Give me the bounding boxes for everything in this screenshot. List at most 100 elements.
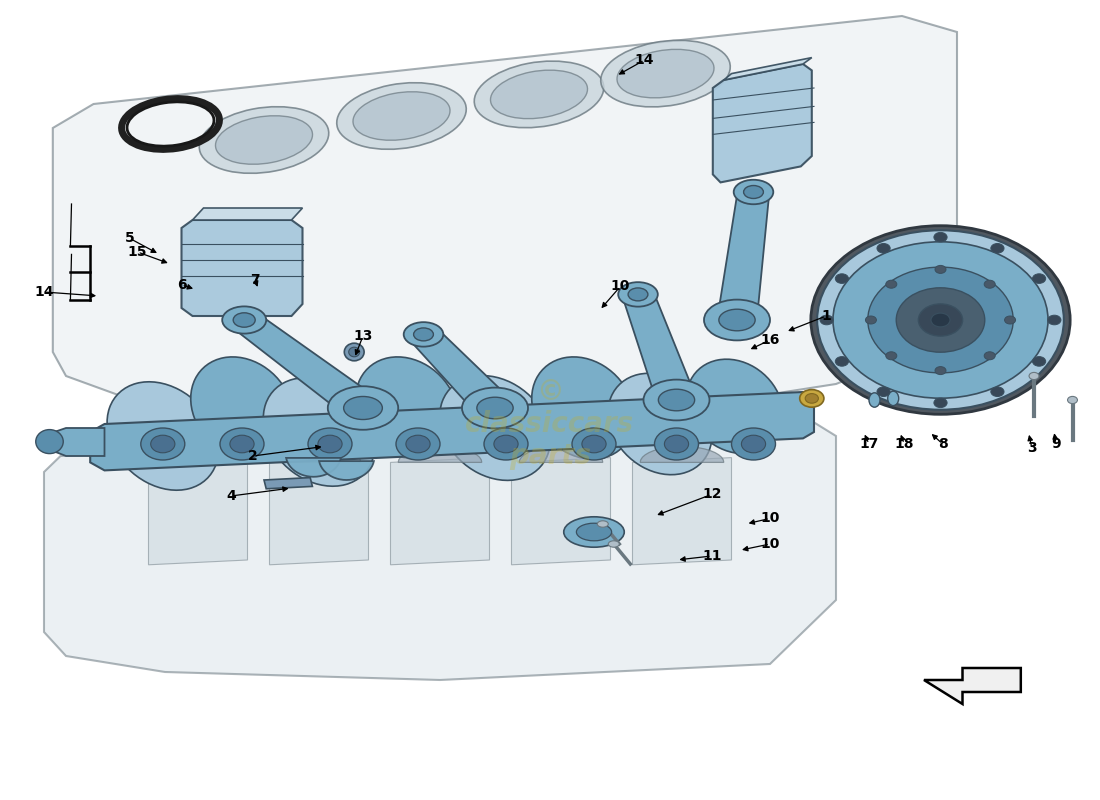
Ellipse shape <box>644 379 710 421</box>
Ellipse shape <box>608 541 619 547</box>
Ellipse shape <box>406 435 430 453</box>
Ellipse shape <box>991 243 1004 253</box>
Polygon shape <box>156 446 240 462</box>
Polygon shape <box>50 428 104 456</box>
Ellipse shape <box>877 387 890 397</box>
Ellipse shape <box>886 352 896 360</box>
Text: 10: 10 <box>610 279 630 294</box>
Polygon shape <box>924 668 1021 704</box>
Polygon shape <box>319 461 374 480</box>
Text: 13: 13 <box>353 329 373 343</box>
Text: 1: 1 <box>822 309 830 323</box>
Ellipse shape <box>353 92 450 140</box>
Ellipse shape <box>404 322 443 346</box>
Ellipse shape <box>1030 372 1038 380</box>
Ellipse shape <box>868 267 1013 373</box>
Ellipse shape <box>414 328 433 341</box>
Polygon shape <box>53 16 957 416</box>
Polygon shape <box>713 64 812 182</box>
Ellipse shape <box>935 266 946 274</box>
Ellipse shape <box>608 374 712 474</box>
Text: 18: 18 <box>894 437 914 451</box>
Ellipse shape <box>984 280 996 288</box>
Polygon shape <box>192 208 303 220</box>
Polygon shape <box>717 191 769 322</box>
Text: 9: 9 <box>1052 437 1060 451</box>
Text: 8: 8 <box>938 437 947 451</box>
Ellipse shape <box>151 435 175 453</box>
Ellipse shape <box>199 106 329 174</box>
Polygon shape <box>724 58 812 80</box>
Text: 7: 7 <box>251 273 260 287</box>
Ellipse shape <box>704 299 770 341</box>
Text: 14: 14 <box>635 53 654 67</box>
Ellipse shape <box>918 304 962 336</box>
Ellipse shape <box>1033 357 1046 366</box>
Polygon shape <box>182 220 302 316</box>
Polygon shape <box>390 458 490 565</box>
Ellipse shape <box>572 428 616 460</box>
Text: 15: 15 <box>128 245 147 259</box>
Ellipse shape <box>484 428 528 460</box>
Text: 16: 16 <box>760 333 780 347</box>
Text: 10: 10 <box>760 537 780 551</box>
Text: 17: 17 <box>859 437 879 451</box>
Ellipse shape <box>107 382 219 490</box>
Ellipse shape <box>308 428 352 460</box>
Polygon shape <box>270 458 368 565</box>
Ellipse shape <box>866 316 877 324</box>
Ellipse shape <box>263 378 375 486</box>
Text: 6: 6 <box>177 278 186 292</box>
Ellipse shape <box>664 435 689 453</box>
Ellipse shape <box>732 428 775 460</box>
Ellipse shape <box>617 50 714 98</box>
Polygon shape <box>277 446 361 462</box>
Ellipse shape <box>744 186 763 198</box>
Ellipse shape <box>531 357 635 459</box>
Text: 14: 14 <box>34 285 54 299</box>
Ellipse shape <box>618 282 658 306</box>
Polygon shape <box>148 458 248 565</box>
Text: 2: 2 <box>249 449 257 463</box>
Ellipse shape <box>805 394 818 403</box>
Polygon shape <box>44 422 836 680</box>
Ellipse shape <box>337 82 466 150</box>
Ellipse shape <box>811 226 1070 414</box>
Polygon shape <box>286 458 341 477</box>
Ellipse shape <box>474 61 604 128</box>
Polygon shape <box>398 446 482 462</box>
Ellipse shape <box>654 428 698 460</box>
Ellipse shape <box>734 180 773 204</box>
Ellipse shape <box>835 357 848 366</box>
Text: 10: 10 <box>760 511 780 526</box>
Polygon shape <box>233 312 377 418</box>
Polygon shape <box>264 478 312 489</box>
Ellipse shape <box>141 428 185 460</box>
Text: 3: 3 <box>1027 441 1036 455</box>
Text: 11: 11 <box>702 549 722 563</box>
Ellipse shape <box>344 343 364 361</box>
Ellipse shape <box>440 376 550 480</box>
Ellipse shape <box>896 288 984 352</box>
Ellipse shape <box>222 306 266 334</box>
Ellipse shape <box>216 116 312 164</box>
Ellipse shape <box>477 397 513 419</box>
Ellipse shape <box>220 428 264 460</box>
Ellipse shape <box>719 309 755 331</box>
Ellipse shape <box>934 233 947 242</box>
Ellipse shape <box>628 288 648 301</box>
Ellipse shape <box>991 387 1004 397</box>
Ellipse shape <box>190 357 294 459</box>
Ellipse shape <box>491 70 587 118</box>
Ellipse shape <box>576 523 612 541</box>
Ellipse shape <box>877 243 890 253</box>
Text: 5: 5 <box>125 231 134 246</box>
Polygon shape <box>519 446 603 462</box>
Ellipse shape <box>934 398 947 408</box>
Ellipse shape <box>233 313 255 327</box>
Ellipse shape <box>349 347 360 357</box>
Ellipse shape <box>35 430 64 454</box>
Ellipse shape <box>820 315 834 325</box>
Polygon shape <box>623 291 695 404</box>
Ellipse shape <box>1004 316 1015 324</box>
